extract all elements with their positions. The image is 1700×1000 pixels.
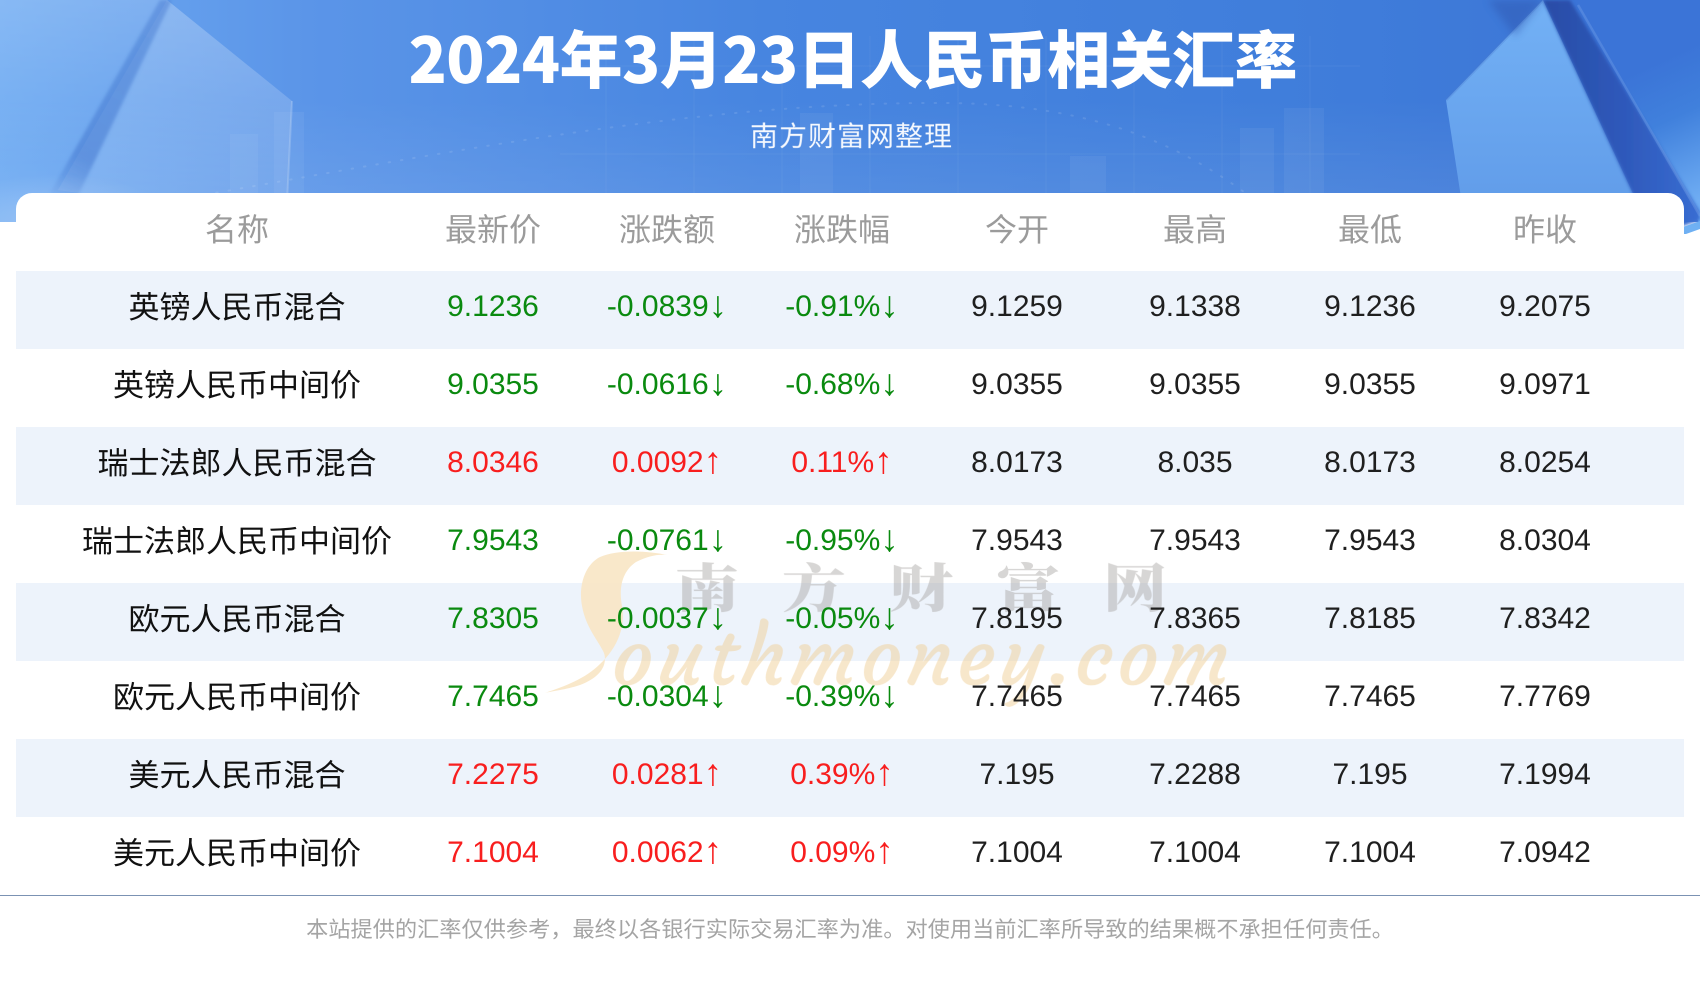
svg-text:7.1994: 7.1994 [1499, 758, 1591, 791]
svg-text:9.1236: 9.1236 [1324, 290, 1416, 323]
svg-text:7.0942: 7.0942 [1499, 836, 1591, 869]
svg-text:-0.05%↓: -0.05%↓ [785, 596, 899, 637]
svg-text:8.0304: 8.0304 [1499, 524, 1591, 557]
svg-text:7.1004: 7.1004 [971, 836, 1063, 869]
svg-text:8.0173: 8.0173 [971, 446, 1063, 479]
svg-text:7.1004: 7.1004 [1149, 836, 1241, 869]
svg-text:7.8185: 7.8185 [1324, 602, 1416, 635]
svg-text:-0.91%↓: -0.91%↓ [785, 284, 899, 325]
svg-text:9.1236: 9.1236 [447, 290, 539, 323]
svg-text:-0.0616↓: -0.0616↓ [607, 362, 727, 403]
svg-text:-0.39%↓: -0.39%↓ [785, 674, 899, 715]
svg-text:7.9543: 7.9543 [1149, 524, 1241, 557]
svg-text:-0.0839↓: -0.0839↓ [607, 284, 727, 325]
svg-text:7.7465: 7.7465 [1324, 680, 1416, 713]
svg-text:7.7465: 7.7465 [1149, 680, 1241, 713]
svg-text:9.1259: 9.1259 [971, 290, 1063, 323]
svg-text:9.1338: 9.1338 [1149, 290, 1241, 323]
svg-text:0.09%↑: 0.09%↑ [790, 830, 894, 871]
svg-text:-0.68%↓: -0.68%↓ [785, 362, 899, 403]
svg-text:7.8195: 7.8195 [971, 602, 1063, 635]
svg-text:-0.0037↓: -0.0037↓ [607, 596, 727, 637]
svg-text:9.2075: 9.2075 [1499, 290, 1591, 323]
svg-text:9.0355: 9.0355 [447, 368, 539, 401]
svg-text:-0.0761↓: -0.0761↓ [607, 518, 727, 559]
svg-text:7.8365: 7.8365 [1149, 602, 1241, 635]
svg-text:9.0355: 9.0355 [1149, 368, 1241, 401]
svg-text:8.0346: 8.0346 [447, 446, 539, 479]
svg-text:0.39%↑: 0.39%↑ [790, 752, 894, 793]
svg-text:9.0355: 9.0355 [971, 368, 1063, 401]
svg-text:0.0062↑: 0.0062↑ [612, 830, 722, 871]
svg-text:7.7465: 7.7465 [971, 680, 1063, 713]
svg-text:8.035: 8.035 [1157, 446, 1232, 479]
svg-text:7.9543: 7.9543 [1324, 524, 1416, 557]
svg-text:-0.0304↓: -0.0304↓ [607, 674, 727, 715]
svg-text:7.7465: 7.7465 [447, 680, 539, 713]
svg-text:9.0355: 9.0355 [1324, 368, 1416, 401]
svg-text:7.8305: 7.8305 [447, 602, 539, 635]
svg-text:7.9543: 7.9543 [971, 524, 1063, 557]
svg-text:8.0173: 8.0173 [1324, 446, 1416, 479]
svg-text:7.2275: 7.2275 [447, 758, 539, 791]
svg-text:0.0092↑: 0.0092↑ [612, 440, 722, 481]
svg-text:7.195: 7.195 [979, 758, 1054, 791]
svg-text:7.1004: 7.1004 [1324, 836, 1416, 869]
svg-text:7.195: 7.195 [1332, 758, 1407, 791]
svg-text:7.7769: 7.7769 [1499, 680, 1591, 713]
svg-text:-0.95%↓: -0.95%↓ [785, 518, 899, 559]
svg-text:9.0971: 9.0971 [1499, 368, 1591, 401]
svg-text:0.0281↑: 0.0281↑ [612, 752, 722, 793]
svg-text:0.11%↑: 0.11%↑ [791, 440, 892, 481]
svg-text:8.0254: 8.0254 [1499, 446, 1591, 479]
svg-text:7.2288: 7.2288 [1149, 758, 1241, 791]
svg-text:7.8342: 7.8342 [1499, 602, 1591, 635]
svg-text:7.9543: 7.9543 [447, 524, 539, 557]
svg-text:7.1004: 7.1004 [447, 836, 539, 869]
